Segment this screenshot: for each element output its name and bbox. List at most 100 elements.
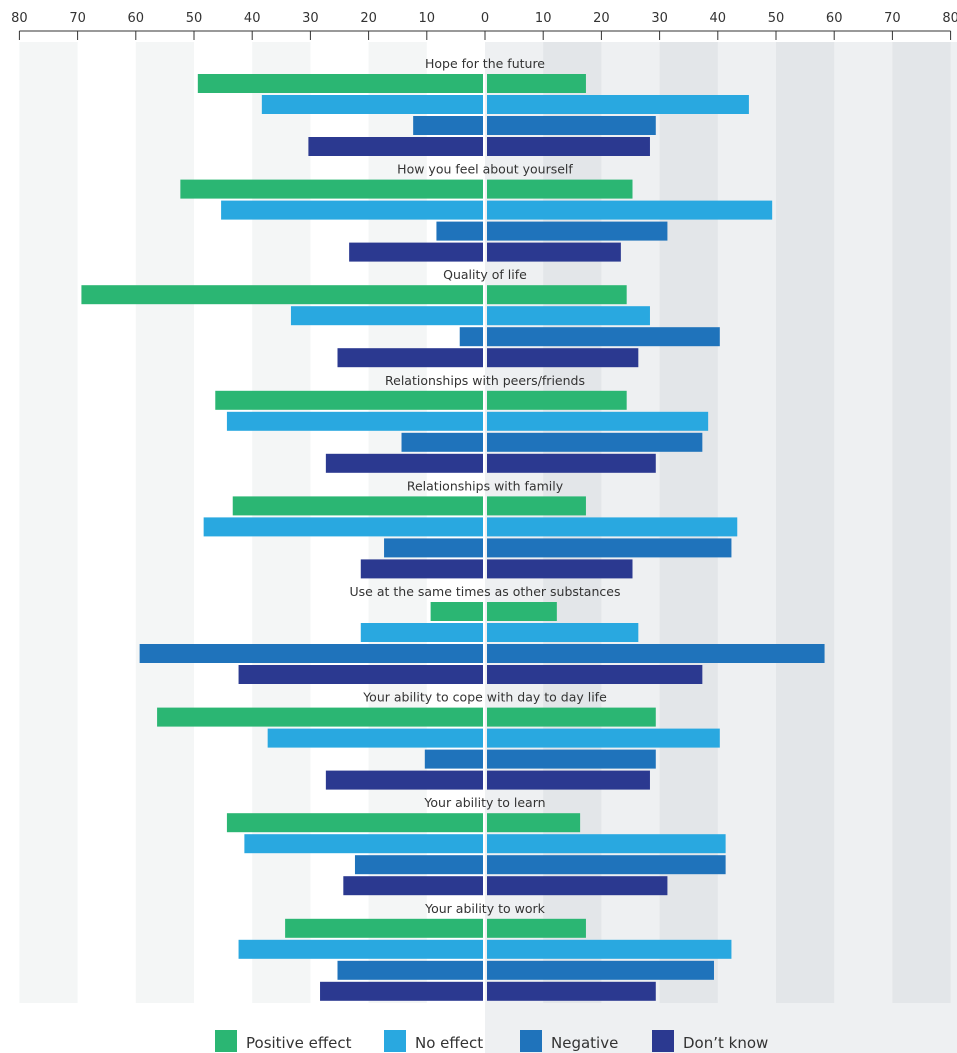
bar-left-negative — [401, 432, 483, 452]
band-left-0 — [19, 42, 78, 1003]
bar-right-positive — [487, 179, 633, 199]
bar-left-positive — [157, 707, 483, 727]
bar-right-positive — [487, 496, 586, 516]
category-label: How you feel about yourself — [397, 162, 573, 177]
tick-label: 20 — [593, 11, 610, 26]
bar-right-positive — [487, 813, 581, 833]
bar-right-negative — [487, 327, 720, 347]
bar-right-negative — [487, 221, 668, 241]
tick-label: 80 — [11, 11, 28, 26]
tick-label: 50 — [186, 11, 203, 26]
bar-right-positive — [487, 285, 627, 305]
bar-right-positive — [487, 390, 627, 410]
tick-label: 50 — [768, 11, 785, 26]
bar-right-no_effect — [487, 306, 650, 326]
bar-left-positive — [180, 179, 484, 199]
legend-swatch-positive — [215, 1030, 237, 1052]
bars — [81, 74, 825, 1001]
legend-label-negative: Negative — [551, 1034, 618, 1052]
bar-left-negative — [413, 116, 483, 135]
bar-right-dont_know — [487, 665, 703, 684]
bar-right-positive — [487, 74, 586, 93]
bar-left-dont_know — [238, 665, 483, 684]
tick-label: 80 — [942, 11, 957, 26]
bar-left-no_effect — [261, 95, 483, 114]
bar-right-dont_know — [487, 242, 621, 262]
tick-label: 30 — [651, 11, 668, 26]
tick-label: 10 — [535, 11, 552, 26]
legend-swatch-no_effect — [384, 1030, 406, 1052]
bar-right-negative — [487, 644, 825, 663]
bar-left-positive — [81, 285, 484, 305]
bar-right-dont_know — [487, 981, 656, 1001]
legend-label-positive: Positive effect — [246, 1034, 352, 1052]
bar-right-no_effect — [487, 939, 732, 959]
bar-left-negative — [384, 538, 483, 558]
tick-label: 0 — [481, 11, 489, 26]
bar-right-negative — [487, 749, 656, 769]
bar-right-dont_know — [487, 348, 639, 368]
bar-left-dont_know — [325, 770, 483, 790]
bar-left-dont_know — [325, 453, 483, 473]
band-left-1 — [135, 42, 194, 1003]
tick-label: 20 — [360, 11, 377, 26]
bar-right-no_effect — [487, 728, 720, 748]
bar-right-dont_know — [487, 770, 650, 790]
bar-right-negative — [487, 855, 726, 875]
bar-right-no_effect — [487, 411, 709, 431]
bar-right-negative — [487, 960, 714, 980]
bar-right-positive — [487, 707, 656, 727]
tick-label: 40 — [710, 11, 727, 26]
band-right-3 — [892, 42, 951, 1003]
bar-right-dont_know — [487, 453, 656, 473]
bar-right-positive — [487, 602, 557, 621]
band-right-2 — [776, 42, 835, 1003]
category-label: Your ability to learn — [423, 795, 545, 810]
bar-left-dont_know — [349, 242, 483, 262]
bar-right-no_effect — [487, 95, 749, 114]
bar-left-negative — [459, 327, 483, 347]
bar-right-positive — [487, 918, 586, 938]
bar-left-dont_know — [308, 137, 483, 156]
bar-left-negative — [354, 855, 483, 875]
category-label: Quality of life — [443, 267, 527, 282]
category-label: Relationships with family — [407, 478, 564, 493]
bar-left-no_effect — [267, 728, 483, 748]
tick-label: 10 — [419, 11, 436, 26]
bar-left-dont_know — [343, 876, 483, 896]
bar-left-no_effect — [226, 411, 484, 431]
bar-left-dont_know — [360, 559, 483, 579]
category-label: Relationships with peers/friends — [385, 373, 585, 388]
bar-left-positive — [232, 496, 483, 516]
bar-left-no_effect — [203, 517, 483, 537]
bar-left-no_effect — [238, 939, 483, 959]
bar-left-negative — [139, 644, 483, 663]
category-label: Use at the same times as other substance… — [350, 584, 621, 599]
category-label: Your ability to work — [424, 901, 545, 916]
bar-right-no_effect — [487, 623, 639, 642]
tick-label: 70 — [69, 11, 86, 26]
bar-left-no_effect — [360, 623, 483, 642]
legend-swatch-negative — [520, 1030, 542, 1052]
bar-left-positive — [226, 813, 484, 833]
tick-label: 60 — [826, 11, 843, 26]
bar-left-no_effect — [221, 200, 483, 220]
category-labels: Hope for the future How you feel about yo… — [350, 56, 621, 916]
bar-left-positive — [197, 74, 483, 93]
bar-right-no_effect — [487, 834, 726, 854]
tick-label: 70 — [884, 11, 901, 26]
tick-label: 60 — [128, 11, 145, 26]
bar-left-positive — [285, 918, 483, 938]
bar-right-dont_know — [487, 137, 650, 156]
legend: Positive effect No effect Negative Don’t kn… — [215, 1030, 768, 1052]
bar-left-positive — [215, 390, 483, 410]
category-label: Hope for the future — [425, 56, 545, 71]
bar-left-no_effect — [290, 306, 483, 326]
bar-right-negative — [487, 538, 732, 558]
bar-left-positive — [430, 602, 483, 621]
bar-left-negative — [424, 749, 483, 769]
bar-left-no_effect — [244, 834, 483, 854]
legend-swatch-dont_know — [652, 1030, 674, 1052]
bar-left-negative — [436, 221, 483, 241]
